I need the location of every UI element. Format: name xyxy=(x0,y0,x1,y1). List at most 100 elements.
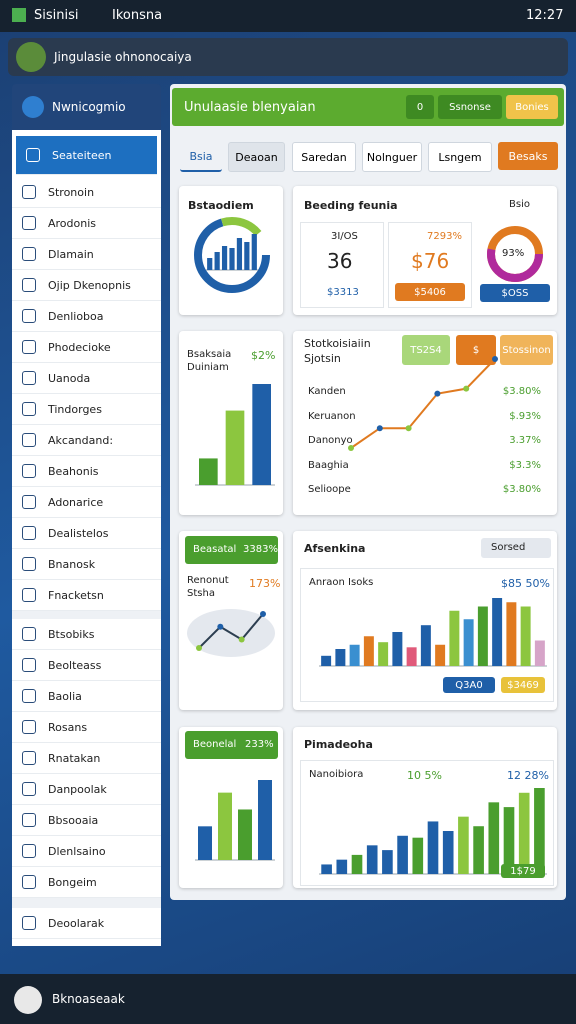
sidebar-item[interactable]: Bbsooaia xyxy=(12,805,161,836)
sidebar-item[interactable]: Akcandand: xyxy=(12,425,161,456)
bar xyxy=(534,788,545,874)
search-bar[interactable]: Jingulasie ohnonocaiya xyxy=(8,38,568,76)
item-label: Beolteass xyxy=(48,658,102,672)
line xyxy=(198,613,264,649)
badge-text: Beasatal xyxy=(193,544,237,555)
tab[interactable]: Bsia xyxy=(180,142,222,172)
bar xyxy=(335,649,346,666)
sidebar-title: Nwnicogmio xyxy=(52,100,126,114)
card-title: Afsenkina xyxy=(304,542,366,555)
chart-stat: 10 5% xyxy=(407,769,442,782)
sidebar-item[interactable]: Rosans xyxy=(12,712,161,743)
bar xyxy=(503,807,515,874)
sidebar-item[interactable]: Fnacketsn xyxy=(12,580,161,611)
item-label: Rnatakan xyxy=(48,751,101,765)
item-label: Dealistelos xyxy=(48,526,109,540)
item-icon xyxy=(22,658,36,672)
sidebar-item[interactable]: Denlioboa xyxy=(12,301,161,332)
sidebar-item[interactable]: Uanoda xyxy=(12,363,161,394)
item-label: Bbsooaia xyxy=(48,813,99,827)
sidebar-item[interactable]: Rnatakan xyxy=(12,743,161,774)
sidebar-item[interactable]: Dealistelos xyxy=(12,518,161,549)
chart-button[interactable]: Q3A0 xyxy=(443,677,495,693)
sidebar-item[interactable]: Phodecioke xyxy=(12,332,161,363)
sidebar-item[interactable]: Bongeim xyxy=(12,867,161,898)
sidebar-item[interactable]: Btsobiks xyxy=(12,619,161,650)
bar xyxy=(442,831,454,874)
card-stat: $2% xyxy=(251,349,276,362)
item-icon xyxy=(22,916,36,930)
item-label: Rosans xyxy=(48,720,88,734)
nav-label[interactable]: Bknoaseaak xyxy=(52,992,125,1006)
kpi-box: 93% $OSS xyxy=(478,222,552,306)
badge: Beonelal 233% xyxy=(185,731,278,759)
bar xyxy=(392,632,403,666)
bar xyxy=(366,845,378,874)
sidebar-header[interactable]: Nwnicogmio xyxy=(12,84,161,130)
badge: Stossinon xyxy=(500,335,553,365)
bar xyxy=(435,644,446,666)
kpi-value: $76 xyxy=(411,249,450,273)
sidebar-item[interactable]: Danpoolak xyxy=(12,774,161,805)
bar xyxy=(225,410,245,485)
donut xyxy=(487,226,543,282)
card-title: Pimadeoha xyxy=(304,738,373,751)
point xyxy=(348,445,354,451)
card-stat: 173% xyxy=(249,577,281,590)
sidebar-item[interactable]: Beolteass xyxy=(12,650,161,681)
tab[interactable]: Besaks xyxy=(498,142,558,170)
divider xyxy=(12,898,161,908)
app-name: Ikonsna xyxy=(112,8,163,23)
row-value: $3.80% xyxy=(502,386,541,397)
chart-box: Anraon Isoks $85 50% Q3A0 $3469 xyxy=(300,568,554,702)
point xyxy=(217,623,224,630)
bar xyxy=(458,816,469,874)
tab[interactable]: Nolnguer xyxy=(362,142,422,172)
header-button[interactable]: Ssnonse xyxy=(438,95,502,119)
bar xyxy=(412,837,424,874)
item-label: Uanoda xyxy=(48,371,91,385)
row-value: 3.37% xyxy=(509,435,541,446)
sidebar-item[interactable]: Arodonis xyxy=(12,208,161,239)
sidebar-item[interactable]: Deoolarak xyxy=(12,908,161,939)
mini-chart xyxy=(206,234,258,271)
tab[interactable]: Lsngem xyxy=(428,142,492,172)
row-label: Keruanon xyxy=(308,410,356,422)
bar xyxy=(420,625,431,666)
item-icon xyxy=(26,148,40,162)
header-button[interactable]: 0 xyxy=(406,95,434,119)
row-value: $3.3% xyxy=(509,459,541,471)
point xyxy=(492,356,498,362)
item-icon xyxy=(22,495,36,509)
badge-text: Beonelal xyxy=(193,739,237,750)
bar xyxy=(506,602,517,666)
sidebar-item[interactable]: Dlamain xyxy=(12,239,161,270)
tab[interactable]: Saredan xyxy=(292,142,356,172)
sidebar: Seateiteen Stronoin Arodonis Dlamain Ojip Dk… xyxy=(12,130,161,946)
kpi-sub: $OSS xyxy=(480,284,550,302)
header-button[interactable]: Bonies xyxy=(506,95,558,119)
bar xyxy=(229,248,235,270)
sidebar-item[interactable]: Stronoin xyxy=(12,177,161,208)
card-subtitle: Duiniam xyxy=(187,362,229,373)
bar xyxy=(378,642,389,666)
card-title: Bsaksaia xyxy=(187,349,232,360)
bar xyxy=(258,780,272,860)
item-icon xyxy=(22,278,36,292)
item-icon xyxy=(22,557,36,571)
sidebar-item[interactable]: Beahonis xyxy=(12,456,161,487)
chart-button[interactable]: $3469 xyxy=(501,677,545,693)
tab[interactable]: Deaoan xyxy=(228,142,285,172)
bar xyxy=(406,647,417,666)
sidebar-item[interactable]: Ojip Dkenopnis xyxy=(12,270,161,301)
sidebar-item[interactable]: Tindorges xyxy=(12,394,161,425)
sidebar-item[interactable]: Baolia xyxy=(12,681,161,712)
sidebar-item[interactable]: Dlenlsaino xyxy=(12,836,161,867)
card: Stotkoisiaiin Sjotsin TS2S4 $ Stossinon … xyxy=(293,331,557,515)
bar xyxy=(349,644,360,666)
sidebar-item[interactable]: Adonarice xyxy=(12,487,161,518)
bar xyxy=(336,859,348,874)
sidebar-item[interactable]: Bnanosk xyxy=(12,549,161,580)
sidebar-item[interactable]: Seateiteen xyxy=(16,136,157,175)
dropdown[interactable]: Sorsed xyxy=(481,538,551,558)
